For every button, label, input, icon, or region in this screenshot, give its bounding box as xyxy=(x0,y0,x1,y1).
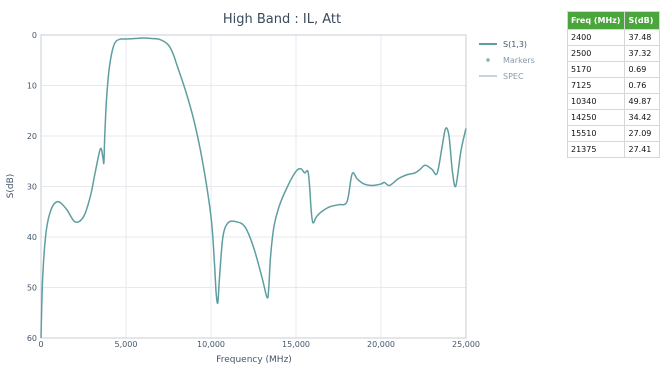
marker-freq-cell: 21375 xyxy=(566,141,626,158)
legend-label: SPEC xyxy=(503,72,524,81)
y-tick-label: 0 xyxy=(32,31,37,40)
y-tick-label: 40 xyxy=(27,233,37,242)
marker-sdb-cell: 27.41 xyxy=(624,141,660,158)
y-tick-label: 60 xyxy=(27,334,37,343)
marker-freq-cell: 2400 xyxy=(566,29,626,46)
marker-table-row: 21375 27.41 xyxy=(566,141,660,158)
x-tick-label: 20,000 xyxy=(367,340,395,349)
marker-table: Freq (MHz) S(dB) 2400 37.48 2500 37.32 5170 0… xyxy=(566,11,660,158)
marker-table-header-row: Freq (MHz) S(dB) xyxy=(566,11,660,30)
marker-freq-cell: 10340 xyxy=(566,93,626,110)
y-tick-label: 30 xyxy=(27,183,37,192)
x-tick-label: 25,000 xyxy=(452,340,480,349)
y-tick-label: 20 xyxy=(27,132,37,141)
grid xyxy=(40,34,467,339)
x-tick-label: 5,000 xyxy=(115,340,138,349)
marker-freq-cell: 14250 xyxy=(566,109,626,126)
marker-sdb-cell: 34.42 xyxy=(624,109,660,126)
legend-label: Markers xyxy=(503,56,535,65)
marker-sdb-cell: 0.76 xyxy=(624,77,660,94)
marker-table-row: 7125 0.76 xyxy=(566,77,660,94)
marker-sdb-cell: 37.48 xyxy=(624,29,660,46)
marker-table-header-sdb: S(dB) xyxy=(624,11,660,30)
legend: S(1,3) Markers SPEC xyxy=(479,40,535,81)
marker-sdb-cell: 0.69 xyxy=(624,61,660,78)
marker-freq-cell: 15510 xyxy=(566,125,626,142)
tick-labels: 0 5,000 10,000 15,000 20,000 25,000 0 10 20 30 40 5… xyxy=(27,31,480,349)
marker-table-row: 2500 37.32 xyxy=(566,45,660,62)
series-line-s13 xyxy=(40,37,467,339)
legend-marker-dot xyxy=(486,58,490,62)
x-tick-label: 15,000 xyxy=(282,340,310,349)
legend-label: S(1,3) xyxy=(503,40,527,49)
y-tick-label: 10 xyxy=(27,82,37,91)
x-axis-label: Frequency (MHz) xyxy=(216,355,292,365)
marker-sdb-cell: 27.09 xyxy=(624,125,660,142)
y-tick-label: 50 xyxy=(27,284,37,293)
marker-table-row: 14250 34.42 xyxy=(566,109,660,126)
marker-freq-cell: 2500 xyxy=(566,45,626,62)
x-tick-label: 10,000 xyxy=(197,340,225,349)
x-tick-label: 0 xyxy=(38,340,43,349)
marker-table-header-freq: Freq (MHz) xyxy=(566,11,626,30)
marker-freq-cell: 7125 xyxy=(566,77,626,94)
marker-sdb-cell: 37.32 xyxy=(624,45,660,62)
marker-freq-cell: 5170 xyxy=(566,61,626,78)
marker-table-row: 10340 49.87 xyxy=(566,93,660,110)
marker-sdb-cell: 49.87 xyxy=(624,93,660,110)
plot-frame xyxy=(40,34,467,339)
marker-table-row: 15510 27.09 xyxy=(566,125,660,142)
marker-table-row: 2400 37.48 xyxy=(566,29,660,46)
marker-table-row: 5170 0.69 xyxy=(566,61,660,78)
y-axis-label: S(dB) xyxy=(6,174,16,199)
chart-title: High Band : IL, Att xyxy=(223,12,341,27)
